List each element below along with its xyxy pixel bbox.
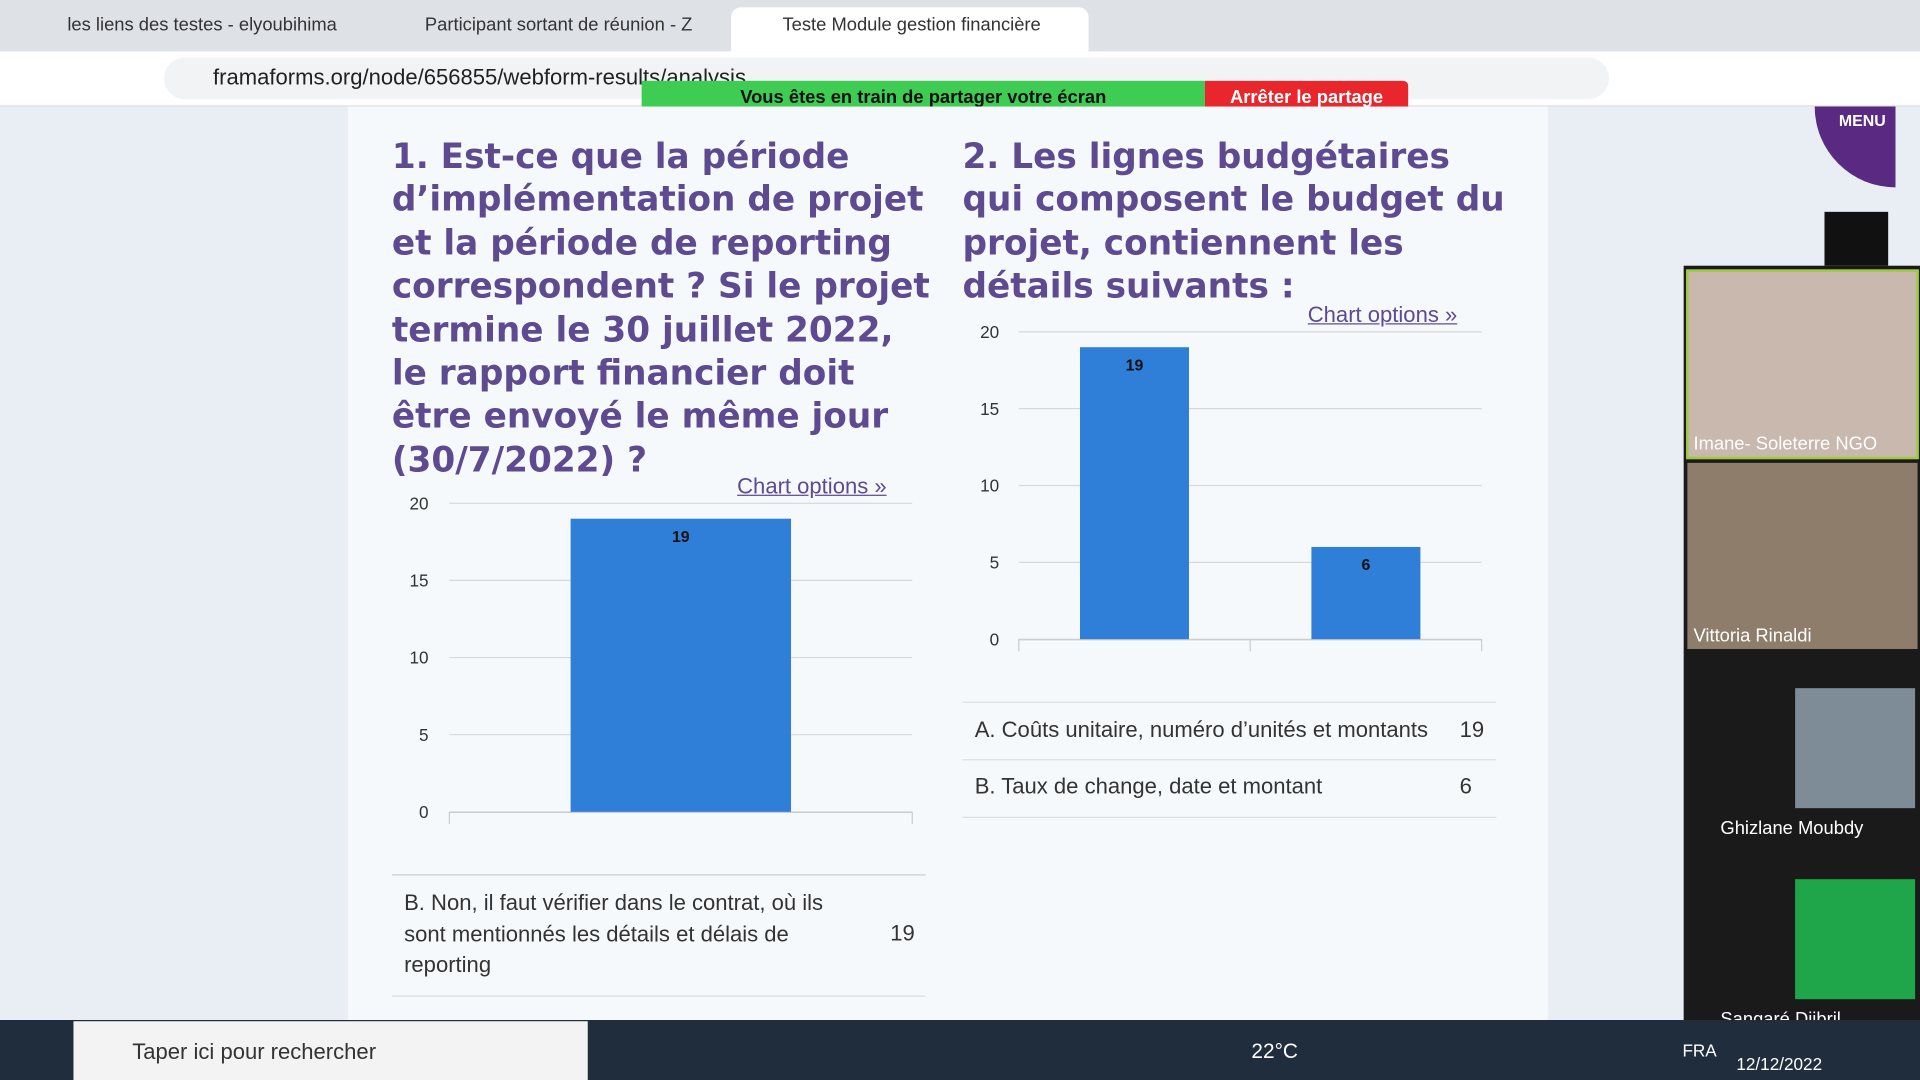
chart-options[interactable]: Chart options » (737, 473, 887, 499)
question-title: 1. Est-ce que la période d’implémentatio… (391, 135, 930, 480)
video-tile (1686, 269, 1919, 460)
bar (570, 518, 792, 812)
y-tick-label: 10 (410, 648, 429, 668)
y-tick-label: 15 (410, 571, 429, 591)
table (962, 701, 1497, 818)
y-tick-label: 20 (410, 493, 429, 513)
data-label: 6 (1361, 557, 1370, 574)
answer: B. Non, il faut vérifier dans le contrat… (404, 890, 824, 978)
tab[interactable]: les liens des testes - elyoubihima (67, 14, 337, 36)
row-divider (962, 759, 1497, 761)
y-tick-label: 0 (990, 629, 1000, 649)
logo (1824, 211, 1889, 266)
video-tile (1795, 879, 1916, 1000)
weather: 22°C (1251, 1039, 1298, 1063)
participant-name: Ghizlane Moubdy (1720, 817, 1864, 839)
participant-name: Vittoria Rinaldi (1693, 625, 1812, 647)
data-label: 19 (672, 529, 690, 546)
data-label: 19 (1126, 357, 1144, 374)
question-title: 2. Les lignes budgétaires qui composent … (962, 135, 1505, 307)
answer: B. Taux de change, date et montant (974, 773, 1323, 799)
table (391, 874, 926, 997)
count: 19 (1459, 717, 1485, 743)
count: 6 (1459, 773, 1472, 799)
chart: 0 5 10 15 20 19 (410, 493, 913, 825)
search-text: Taper ici pour rechercher (132, 1039, 377, 1065)
bar (1080, 347, 1189, 640)
count: 19 (890, 920, 915, 946)
y-tick-label: 0 (419, 802, 429, 822)
y-tick-label: 5 (990, 552, 1000, 572)
y-tick-label: 15 (980, 399, 999, 419)
video-tile (1687, 462, 1918, 649)
bar (1311, 546, 1421, 640)
video-tile (1795, 688, 1916, 809)
y-tick-label: 20 (980, 322, 999, 342)
chart: 0 5 10 15 20 19 6 (980, 322, 1483, 652)
y-tick-label: 10 (980, 476, 999, 496)
tab[interactable]: Participant sortant de réunion - Z (424, 14, 693, 36)
date: 12/12/2022 (1736, 1054, 1823, 1074)
search-box[interactable] (73, 1021, 588, 1080)
tab-active[interactable]: Teste Module gestion financière (731, 7, 1089, 52)
y-tick-label: 5 (419, 725, 429, 745)
menu[interactable]: MENU (1814, 106, 1896, 188)
chart-options[interactable]: Chart options » (1307, 302, 1458, 327)
participant-name: Imane- Soleterre NGO (1693, 433, 1878, 455)
language: FRA (1682, 1040, 1717, 1061)
answer: A. Coûts unitaire, numéro d’unités et mo… (974, 717, 1429, 743)
